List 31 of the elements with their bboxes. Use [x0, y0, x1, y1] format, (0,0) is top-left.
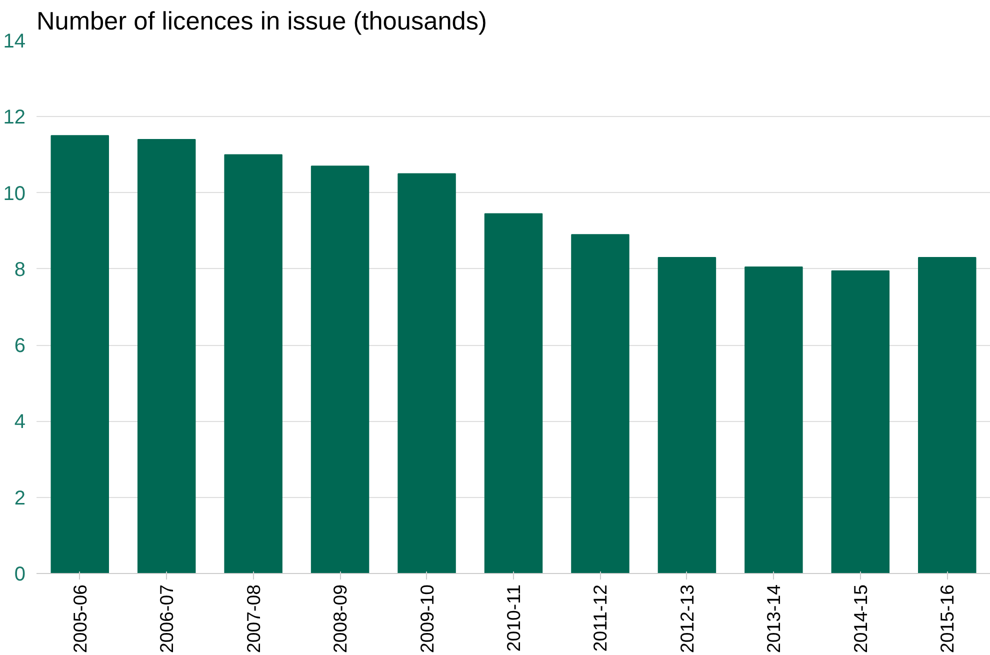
x-tick-label: 2008-09: [330, 584, 351, 653]
chart-title: Number of licences in issue (thousands): [36, 8, 487, 36]
bar: [50, 135, 109, 574]
bar: [744, 266, 803, 574]
x-tick-label: 2012-13: [676, 584, 698, 653]
bar: [831, 270, 890, 574]
bar: [571, 234, 630, 574]
y-tick-label: 6: [14, 335, 26, 358]
bar: [398, 173, 456, 574]
x-tick-label: 2013-14: [763, 584, 784, 653]
y-tick-label: 10: [3, 182, 26, 205]
x-tick-label: 2015-16: [936, 584, 958, 653]
y-tick-label: 0: [14, 564, 26, 586]
y-tick-label: 8: [14, 258, 26, 281]
x-tick-label: 2005-06: [69, 584, 90, 653]
x-tick-label: 2007-08: [242, 584, 264, 653]
y-tick-label: 4: [14, 411, 26, 434]
y-tick-label: 12: [3, 106, 26, 129]
bar: [918, 257, 976, 574]
x-tick-label: 2009-10: [416, 584, 438, 653]
bar: [224, 154, 282, 574]
x-tick-label: 2010-11: [503, 584, 524, 652]
y-tick-label: 2: [14, 487, 26, 510]
y-tick-label: 14: [3, 30, 26, 52]
x-tick-label: 2006-07: [156, 584, 178, 653]
bar: [658, 257, 716, 574]
x-tick-label: 2011-12: [590, 584, 611, 652]
x-tick-label: 2014-15: [850, 584, 871, 653]
bar: [310, 166, 370, 574]
bar: [137, 138, 196, 574]
bar: [484, 213, 543, 574]
